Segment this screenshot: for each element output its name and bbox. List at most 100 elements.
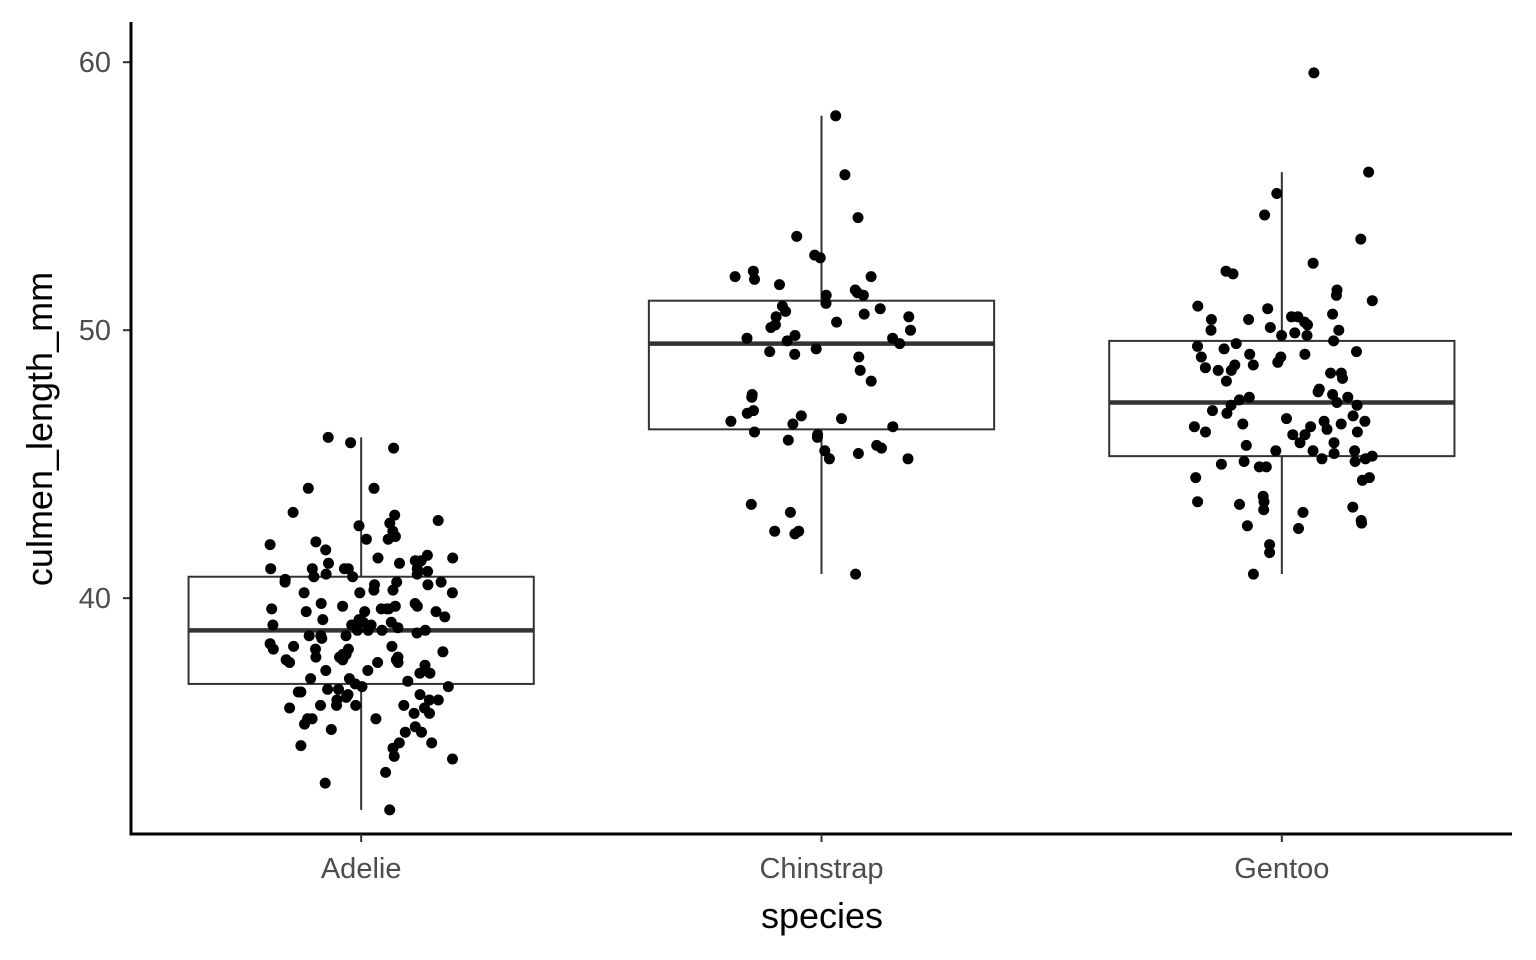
data-point xyxy=(422,565,434,577)
data-point xyxy=(264,638,276,650)
data-point xyxy=(789,330,801,341)
data-point xyxy=(747,265,759,277)
data-point xyxy=(1335,418,1347,430)
y-tick-label: 60 xyxy=(79,47,111,79)
data-point xyxy=(1262,303,1274,315)
data-point xyxy=(1218,343,1230,355)
data-point xyxy=(1359,415,1371,427)
data-point xyxy=(1192,300,1204,312)
data-point xyxy=(292,686,304,698)
data-point xyxy=(1318,415,1330,427)
data-point xyxy=(749,426,760,438)
data-point xyxy=(284,702,296,714)
data-point xyxy=(384,517,396,529)
data-point xyxy=(422,579,434,591)
data-point xyxy=(748,405,759,417)
data-point xyxy=(887,421,899,433)
data-point xyxy=(1221,407,1233,419)
data-point xyxy=(414,689,426,701)
data-point xyxy=(1294,437,1306,449)
data-point xyxy=(1270,445,1282,457)
data-point xyxy=(353,614,365,626)
data-point xyxy=(853,351,865,363)
data-point xyxy=(1243,314,1255,325)
data-point xyxy=(1313,383,1325,395)
data-point xyxy=(1325,367,1337,379)
data-point xyxy=(1230,338,1242,350)
data-point xyxy=(1205,324,1217,336)
data-point xyxy=(770,311,782,323)
data-point xyxy=(442,681,454,693)
data-point xyxy=(1220,265,1232,277)
data-point xyxy=(1264,547,1276,559)
x-axis-ticks: Adelie Chinstrap Gentoo xyxy=(321,834,1329,885)
data-point xyxy=(774,279,785,291)
data-point xyxy=(1333,324,1345,336)
data-point xyxy=(322,683,334,695)
data-point xyxy=(320,568,332,580)
data-point xyxy=(300,606,312,618)
data-point xyxy=(1195,351,1207,363)
data-point xyxy=(874,303,886,315)
data-point xyxy=(1355,233,1367,245)
data-point xyxy=(852,448,864,459)
data-point xyxy=(819,445,831,457)
data-point xyxy=(1301,330,1313,341)
data-point xyxy=(447,552,459,564)
data-point xyxy=(1199,362,1211,374)
data-point xyxy=(1200,426,1211,438)
data-point xyxy=(423,694,435,706)
data-point xyxy=(353,520,365,532)
data-point xyxy=(372,657,384,668)
data-point xyxy=(340,630,352,642)
data-point xyxy=(865,375,877,387)
data-point xyxy=(411,627,423,639)
x-tick-label: Adelie xyxy=(321,853,402,885)
data-point xyxy=(345,437,357,449)
data-point xyxy=(303,630,315,642)
data-point xyxy=(388,750,400,762)
data-point xyxy=(315,699,326,711)
data-point xyxy=(437,646,449,658)
data-point xyxy=(1363,472,1375,484)
data-point xyxy=(319,777,331,789)
data-point xyxy=(1327,308,1339,320)
data-point xyxy=(333,683,344,695)
x-tick-label: Chinstrap xyxy=(759,853,883,885)
data-point xyxy=(419,702,430,714)
data-point xyxy=(746,389,758,400)
data-point xyxy=(791,230,803,242)
data-point xyxy=(729,271,741,283)
data-point xyxy=(1271,188,1283,199)
data-point xyxy=(1264,539,1276,551)
data-point xyxy=(369,579,380,591)
data-point xyxy=(368,482,380,494)
data-point xyxy=(310,643,321,655)
data-point xyxy=(1328,448,1340,459)
data-point xyxy=(1355,515,1367,526)
data-point xyxy=(769,525,781,537)
data-point xyxy=(865,271,877,283)
data-point xyxy=(1264,322,1276,333)
data-point xyxy=(902,453,914,465)
data-point xyxy=(426,737,438,749)
data-point xyxy=(315,630,327,642)
data-point xyxy=(362,665,374,676)
data-point xyxy=(789,348,801,360)
data-point xyxy=(1307,445,1319,457)
data-point xyxy=(1351,346,1362,358)
data-point xyxy=(1351,426,1363,438)
data-point xyxy=(1244,348,1256,360)
data-point xyxy=(350,699,362,711)
data-point xyxy=(267,619,279,631)
point-layer xyxy=(264,67,1378,816)
data-point xyxy=(1188,421,1200,433)
data-point xyxy=(342,689,354,701)
data-point xyxy=(1347,410,1359,422)
data-point xyxy=(430,606,442,618)
data-point xyxy=(298,587,310,599)
data-point xyxy=(1212,364,1224,376)
x-tick-label: Gentoo xyxy=(1234,853,1329,885)
data-point xyxy=(1366,450,1378,462)
data-point xyxy=(850,568,862,580)
